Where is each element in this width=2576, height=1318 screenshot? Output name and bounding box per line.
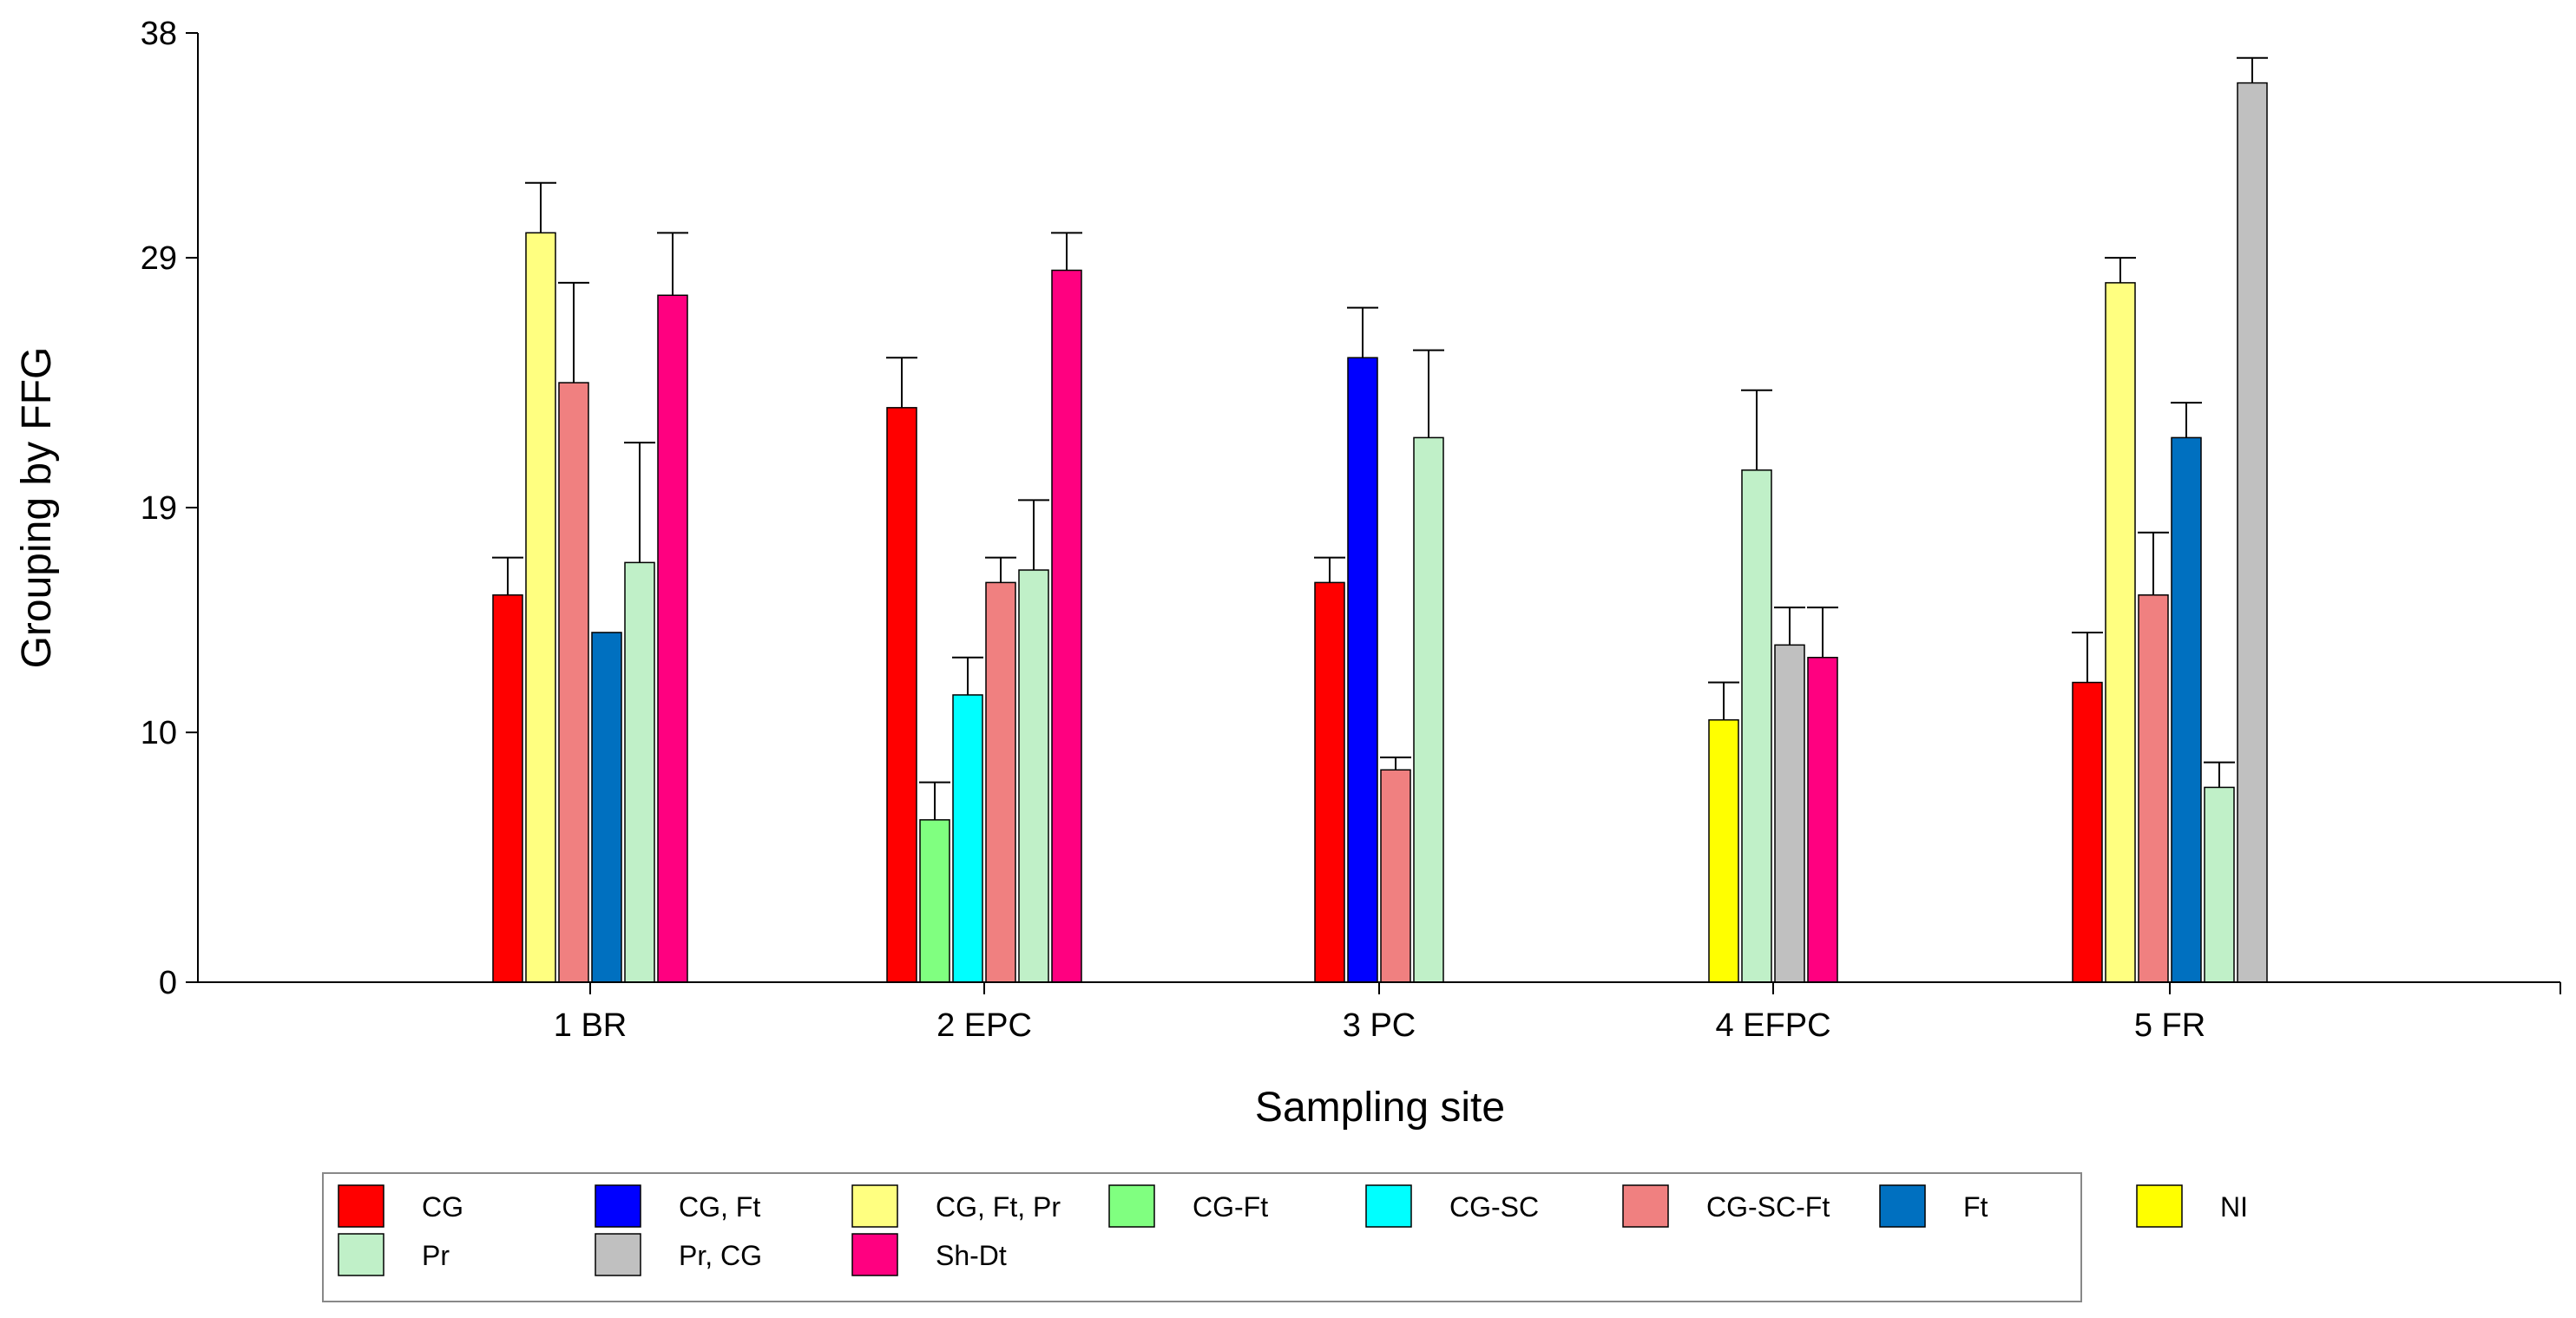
legend-label-pr: Pr [422,1240,450,1271]
legend-label-cg-ft-pr: CG, Ft, Pr [936,1191,1061,1223]
bar-pr [624,561,655,983]
legend-label-ft: Ft [1963,1191,1988,1223]
legend: CG CG, Ft CG, Ft, Pr CG-Ft CG-SC CG-SC-Ft Ft NI… [322,1172,2248,1302]
bar-cg [1314,581,1345,983]
bar-sh-dt [657,294,688,983]
x-tick-label: 5 FR [2134,1007,2205,1044]
bar-cg-sc-ft [1380,769,1411,983]
legend-label-cg-ft: CG, Ft [679,1191,760,1223]
bar-cg-ft-pr [525,232,556,983]
bar-pr [1018,569,1049,983]
bar-pr-cg [1774,644,1805,983]
legend-label-sh-dt: Sh-Dt [936,1240,1007,1271]
x-axis-title: Sampling site [1255,1085,1505,1131]
legend-label-ni: NI [2220,1191,2248,1223]
bar-cg-sc [952,694,983,983]
bar-ft [591,632,622,983]
legend-swatch-cg-sc [1365,1184,1412,1228]
bar-cg-sc-ft [2138,594,2169,983]
bar-sh-dt [1051,269,1082,983]
legend-swatch-cg [338,1184,384,1228]
legend-label-cg-sc: CG-SC [1449,1191,1539,1223]
bar-ni [1708,718,1739,983]
legend-swatch-cg-sc-ft [1622,1184,1669,1228]
x-tick-label: 1 BR [554,1007,627,1044]
legend-swatch-pr [338,1233,384,1276]
legend-swatch-sh-dt [851,1233,898,1276]
bar-cg [2072,681,2103,983]
legend-swatch-cg-ft [595,1184,641,1228]
legend-label-cg: CG [422,1191,463,1223]
legend-swatch-ni [2136,1184,2183,1228]
legend-swatch-pr-cg [595,1233,641,1276]
y-tick-label: 29 [141,240,177,277]
bar-cg-sc-ft [558,382,589,983]
bar-cg [886,407,917,983]
y-axis-title: Grouping by FFG [14,347,60,669]
y-tick-label: 38 [141,16,177,52]
bar-pr-cg [2237,82,2268,983]
legend-swatch-cg-ft [1108,1184,1155,1228]
legend-swatch-ft [1879,1184,1926,1228]
y-tick-label: 19 [141,490,177,527]
axes-layer: 0 10 19 29 38 1 BR 2 EPC 3 PC 4 EFPC 5 FR [141,16,2561,1044]
bar-pr [1413,436,1444,983]
bars-layer [492,56,2268,983]
bar-sh-dt [1807,656,1838,983]
bar-cg-sc-ft [985,581,1016,983]
y-tick-label: 0 [159,965,177,1001]
bar-cg [492,594,523,983]
x-tick-label: 3 PC [1343,1007,1416,1044]
y-tick-label: 10 [141,715,177,751]
bar-cg-ft [919,819,950,983]
legend-label-cg-ft: CG-Ft [1193,1191,1268,1223]
bar-cg-ft [1347,357,1378,983]
legend-label-pr-cg: Pr, CG [679,1240,762,1271]
bar-pr [2204,786,2235,983]
bar-ft [2171,436,2202,983]
x-tick-label: 2 EPC [936,1007,1032,1044]
bar-pr [1741,469,1772,983]
bar-cg-ft-pr [2105,282,2136,983]
x-tick-label: 4 EFPC [1715,1007,1830,1044]
legend-label-cg-sc-ft: CG-SC-Ft [1706,1191,1830,1223]
legend-swatch-cg-ft-pr [851,1184,898,1228]
